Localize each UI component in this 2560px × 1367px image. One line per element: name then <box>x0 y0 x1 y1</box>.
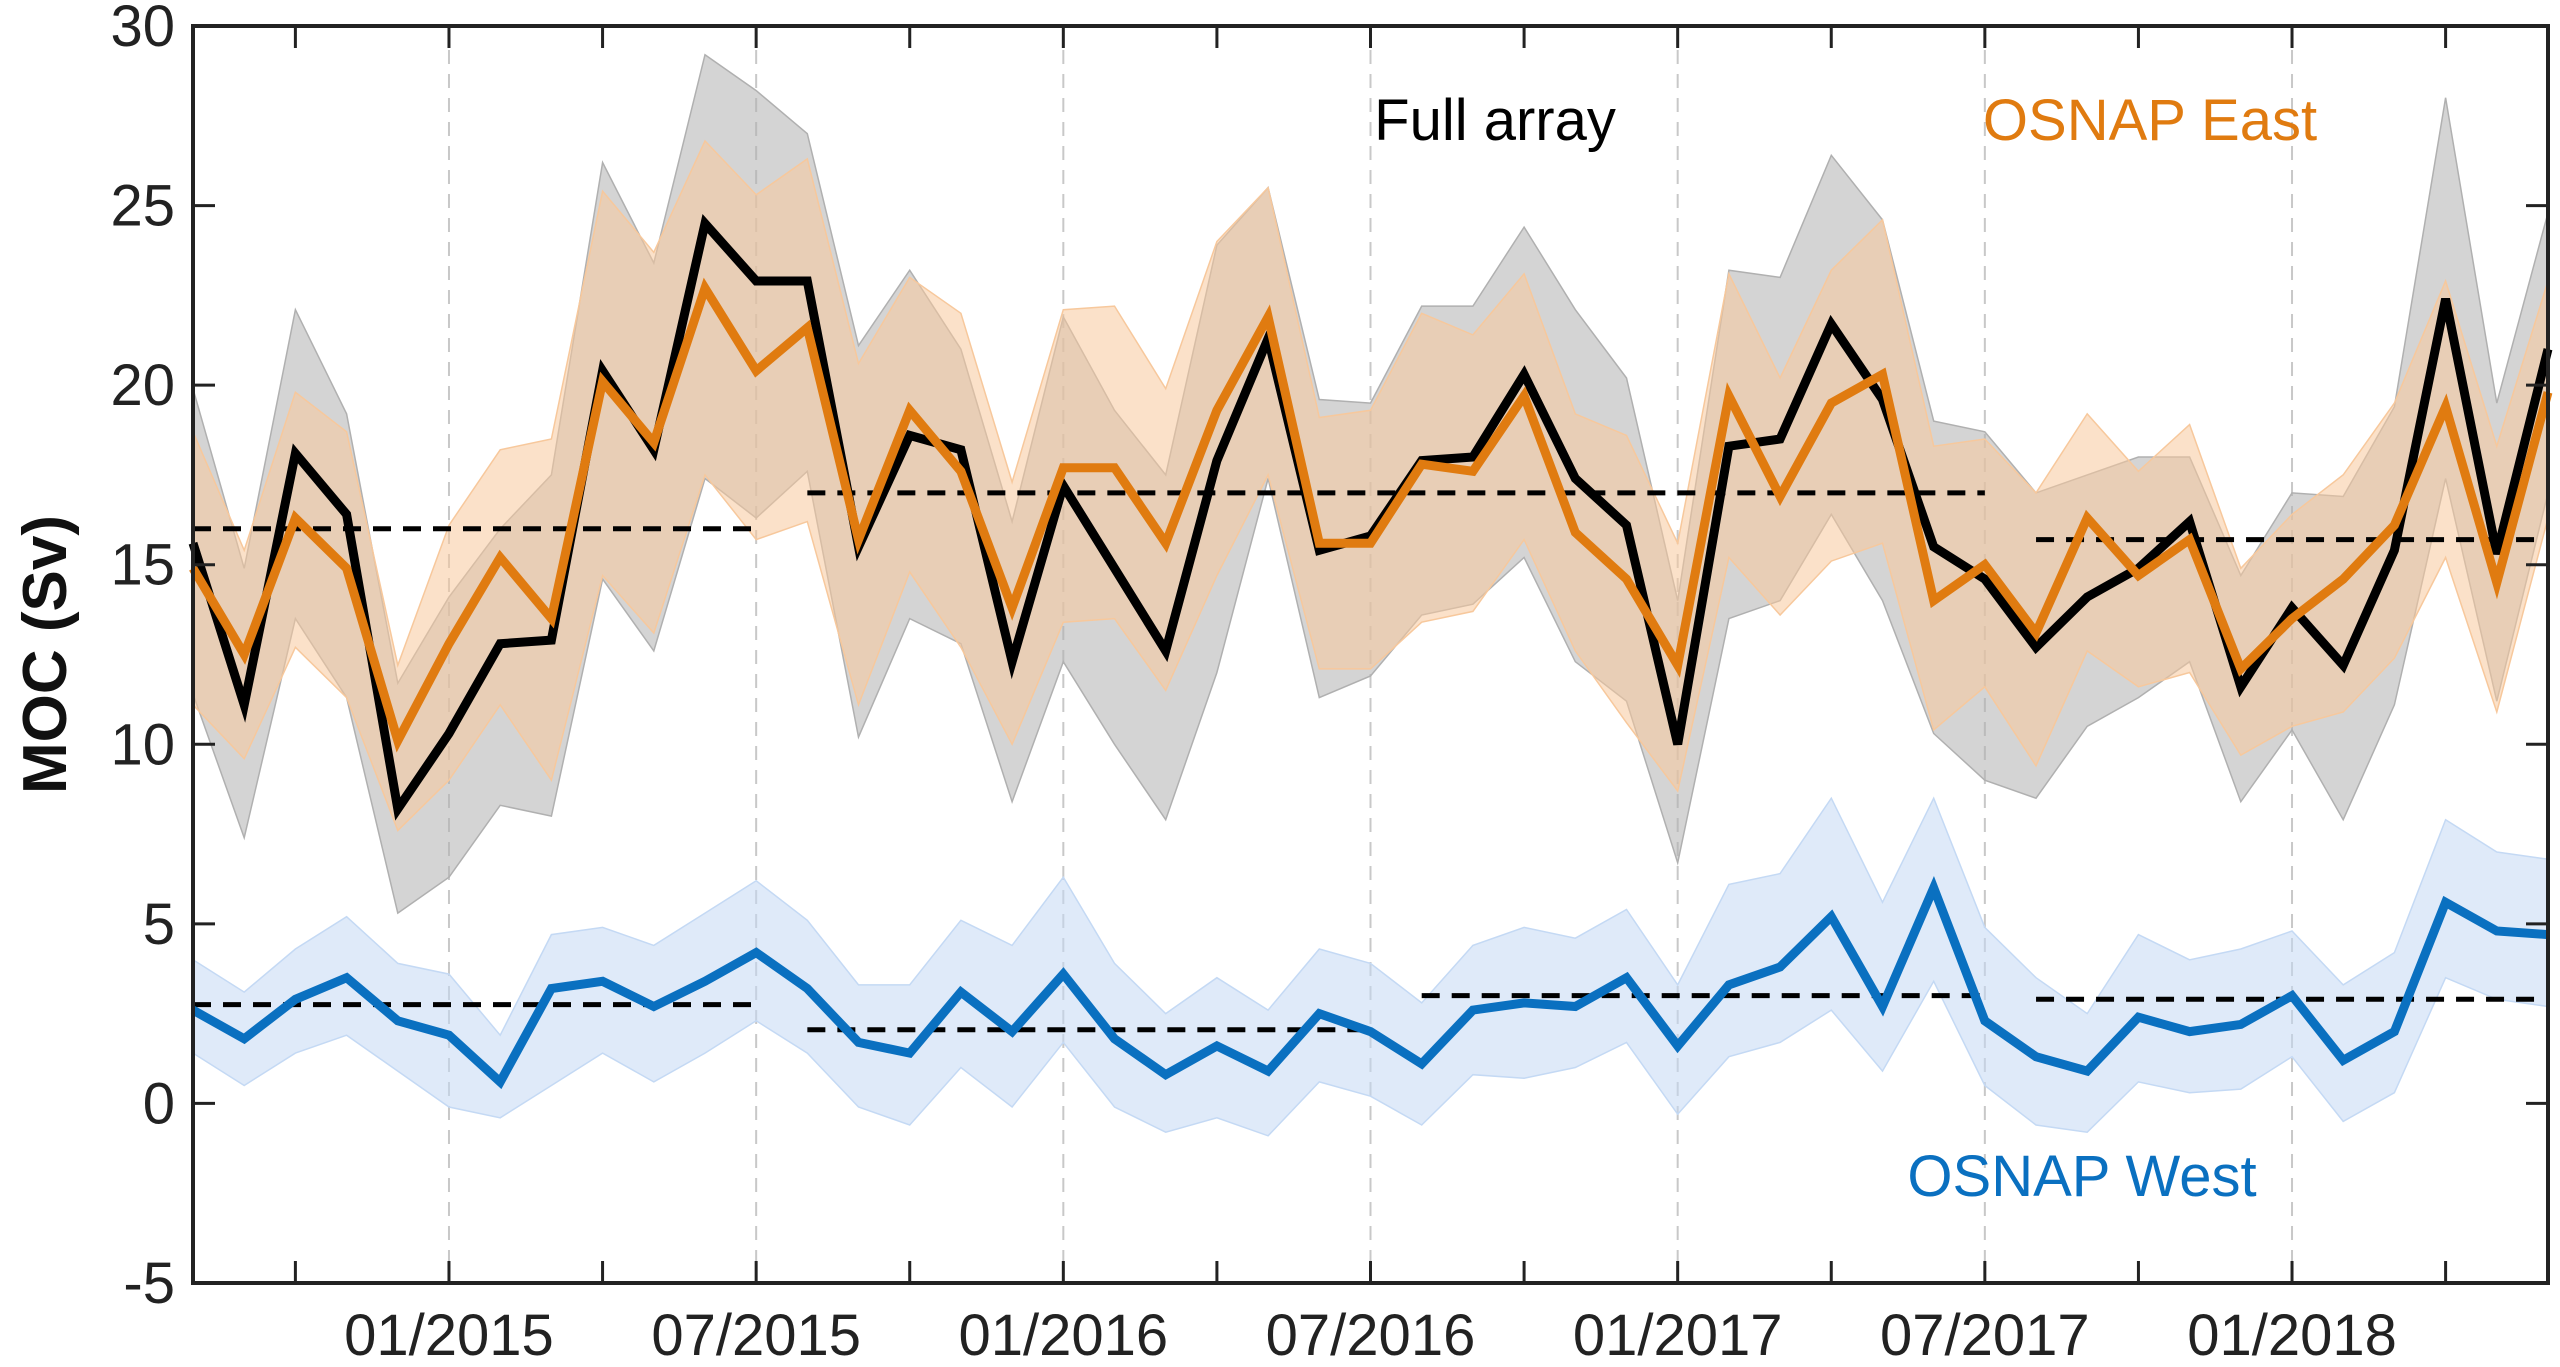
legend-label-full-array: Full array <box>1374 88 1616 153</box>
y-axis-title: MOC (Sv) <box>11 515 80 794</box>
y-tick-label: 25 <box>110 174 175 239</box>
y-tick-labels: -5 0 5 10 15 20 25 30 <box>110 0 175 1316</box>
y-tick-label: -5 <box>123 1251 175 1316</box>
x-tick-labels: 01/2015 07/2015 01/2016 07/2016 01/2017 07/20… <box>344 1303 2397 1367</box>
x-tick-label: 01/2017 <box>1573 1303 1783 1367</box>
series-line-osnap-west <box>190 875 2549 1090</box>
axis-ticks <box>193 24 2548 1285</box>
x-tick-label: 07/2017 <box>1880 1303 2090 1367</box>
x-tick-label: 07/2016 <box>1266 1303 1476 1367</box>
y-tick-label: 5 <box>143 892 175 957</box>
legend: Full array OSNAP East OSNAP West <box>1374 88 2317 1209</box>
y-tick-label: 0 <box>143 1071 175 1136</box>
x-tick-label: 01/2015 <box>344 1303 554 1367</box>
y-tick-label: 20 <box>110 353 175 418</box>
legend-label-osnap-east: OSNAP East <box>1983 88 2317 153</box>
x-tick-label: 01/2018 <box>2187 1303 2397 1367</box>
y-tick-label: 15 <box>110 533 175 598</box>
series-line-osnap-east <box>189 277 2553 753</box>
legend-label-osnap-west: OSNAP West <box>1907 1144 2256 1209</box>
series-lines <box>188 213 2553 1090</box>
y-tick-label: 30 <box>110 0 175 59</box>
uncertainty-bands <box>192 53 2549 1137</box>
y-tick-label: 10 <box>110 712 175 777</box>
x-tick-label: 07/2015 <box>651 1303 861 1367</box>
x-tick-label: 01/2016 <box>958 1303 1168 1367</box>
